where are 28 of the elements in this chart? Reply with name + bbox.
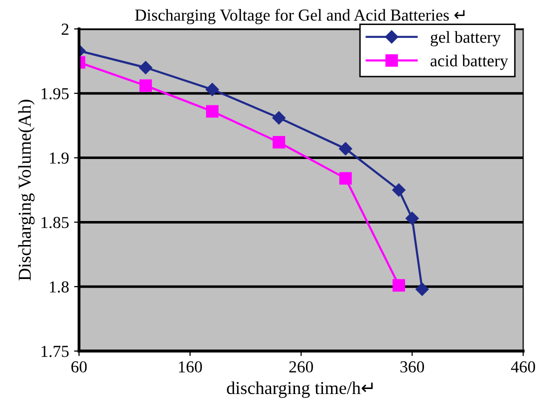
point [206,105,219,118]
chart-title: Discharging Voltage for Gel and Acid Batteries ↵ [135,8,465,24]
y-tick-label: 2 [62,24,68,35]
y-axis-title: Discharging Volume(Ah) [18,100,35,280]
y-tick-label: 1.95 [42,88,69,100]
x-axis-title: discharging time/h↵ [226,381,373,398]
point [206,82,219,96]
point [139,60,152,74]
x-tick-label: 460 [511,361,536,372]
point [406,212,419,225]
x-tick-label: 360 [400,361,424,372]
point [392,183,406,197]
x-tick-label: 60 [71,361,87,372]
x-tick-label: 160 [179,361,202,372]
point [339,172,352,185]
point [139,79,152,92]
y-tick-label: 1.85 [42,216,69,228]
point [392,279,406,292]
point [338,142,352,156]
x-tick-label: 260 [289,361,313,372]
legend-label: gel battery [430,31,501,46]
y-tick-label: 1.75 [42,346,69,358]
y-tick-label: 1.8 [50,281,69,293]
point [416,282,429,296]
legend-label: acid battery [430,54,508,70]
point [272,136,286,149]
y-tick-label: 1.9 [50,152,69,164]
point [272,111,286,124]
